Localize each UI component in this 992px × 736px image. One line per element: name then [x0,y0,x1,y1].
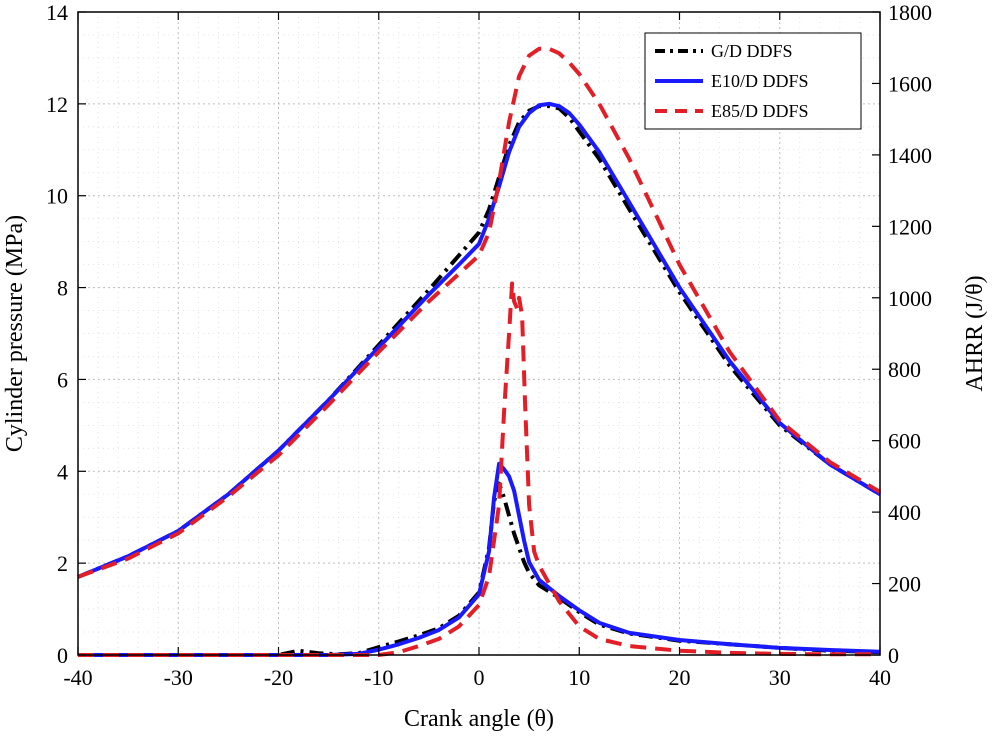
legend-label-e85-d: E85/D DDFS [711,101,809,121]
series-pressure-g-d-ddfs [77,104,882,579]
x-tick-label: -30 [164,665,193,690]
x-tick-label: 0 [474,665,485,690]
x-tick-label: -20 [264,665,293,690]
x-tick-label: -10 [364,665,393,690]
x-tick-label: 30 [769,665,791,690]
x-tick-label: 20 [669,665,691,690]
axis-ticks [77,11,881,656]
series-pressure-e10-d-ddfs [77,101,882,579]
legend-label-e10-d: E10/D DDFS [711,71,809,91]
x-tick-label: -40 [63,665,92,690]
legend: G/D DDFS E10/D DDFS E85/D DDFS [644,32,862,130]
y-left-tick-label: 14 [46,0,68,25]
y-left-tick-label: 6 [57,367,68,392]
y-left-tick-label: 8 [57,276,68,301]
y-left-tick-label: 4 [57,459,68,484]
series-ahrr-e85-d-ddfs [78,281,880,657]
x-tick-label: 40 [869,665,891,690]
y-right-tick-label: 800 [888,357,921,382]
y-right-tick-label: 0 [888,643,899,668]
y-axis-right-title: AHRR (J/θ) [962,275,988,391]
x-axis-title: Crank angle (θ) [404,706,554,732]
tick-labels: -40 -30 -20 -10 0 10 20 30 400246810121402004006… [46,0,932,690]
y-left-tick-label: 0 [57,643,68,668]
series-pressure-e85-d-ddfs [77,46,882,579]
y-right-tick-label: 1600 [888,71,932,96]
y-left-tick-label: 10 [46,184,68,209]
series-ahrr-g-d-ddfs [78,481,881,657]
y-right-tick-label: 600 [888,429,921,454]
y-right-tick-label: 400 [888,500,921,525]
y-right-tick-label: 1400 [888,143,932,168]
legend-label-g-d: G/D DDFS [711,41,793,61]
series-layer [77,46,882,657]
y-right-tick-label: 1800 [888,0,932,25]
y-axis-left-title: Cylinder pressure (MPa) [2,215,28,452]
x-tick-label: 10 [568,665,590,690]
y-left-tick-label: 12 [46,92,68,117]
y-left-tick-label: 2 [57,551,68,576]
series-ahrr-e10-d-ddfs [78,461,881,657]
y-right-tick-label: 1200 [888,214,932,239]
y-right-tick-label: 1000 [888,286,932,311]
y-right-tick-label: 200 [888,572,921,597]
